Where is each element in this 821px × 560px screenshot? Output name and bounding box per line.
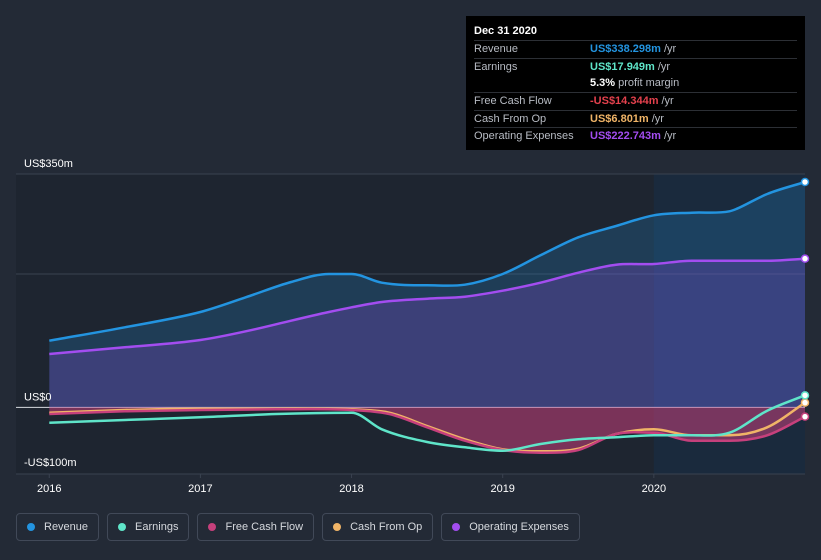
free-cash-flow-end-dot: [800, 412, 810, 421]
revenue-line: [49, 180, 806, 342]
x-tick-label: 2016: [37, 483, 61, 495]
tooltip-row-unit: profit margin: [618, 77, 680, 90]
legend-label: Cash From Op: [350, 521, 423, 533]
legend-label: Operating Expenses: [469, 521, 569, 533]
line-layer: [49, 180, 806, 454]
y-tick-label: -US$100m: [24, 457, 77, 469]
operating-expenses-area: [49, 258, 806, 408]
chart-legend: Revenue Earnings Free Cash Flow Cash From O…: [16, 513, 588, 543]
legend-item-revenue[interactable]: Revenue: [16, 513, 100, 541]
tooltip-row-value: US$6.801m: [590, 112, 649, 125]
y-axis-labels: US$350m US$0 -US$100m: [24, 158, 77, 469]
legend-label: Earnings: [135, 521, 179, 533]
legend-item-operating-expenses[interactable]: Operating Expenses: [441, 513, 580, 541]
tooltip-row-label: Free Cash Flow: [474, 95, 552, 108]
tooltip-row-value: US$17.949m: [590, 60, 655, 73]
x-tick-label: 2017: [188, 483, 212, 495]
legend-item-cash-from-op[interactable]: Cash From Op: [322, 513, 434, 541]
x-axis-labels: 2016 2017 2018 2019 2020: [37, 474, 666, 495]
tooltip-row-value: US$222.743m: [590, 130, 661, 143]
legend-dot-icon: [452, 523, 461, 531]
end-dot-layer: [800, 177, 810, 421]
tooltip-date: Dec 31 2020: [474, 25, 537, 37]
tooltip-row-label: Cash From Op: [474, 112, 547, 125]
revenue-area: [49, 182, 806, 408]
tooltip-row-label: [474, 75, 590, 92]
legend-dot-icon: [118, 523, 127, 531]
legend-item-free-cash-flow[interactable]: Free Cash Flow: [197, 513, 315, 541]
y-tick-label: US$350m: [24, 158, 73, 170]
x-tick-label: 2018: [339, 483, 363, 495]
y-tick-label: US$0: [24, 391, 52, 403]
tooltip-row-value: 5.3%: [590, 77, 616, 90]
tooltip-row: 5.3% profit margin: [474, 75, 797, 92]
legend-dot-icon: [27, 523, 35, 531]
legend-dot-icon: [208, 523, 217, 531]
earnings-end-dot: [800, 391, 810, 400]
tooltip-row-unit: /yr: [663, 130, 677, 143]
x-tick-label: 2019: [490, 483, 514, 495]
free-cash-flow-area: [49, 407, 806, 453]
operating-expenses-end-dot: [800, 254, 810, 263]
x-tick-label: 2020: [642, 483, 666, 495]
tooltip-row-value: -US$14.344m: [590, 95, 659, 108]
tooltip-row: Cash From Op US$6.801m/yr: [474, 109, 797, 128]
tooltip-row-unit: /yr: [657, 60, 671, 73]
tooltip-row-label: Operating Expenses: [474, 130, 574, 143]
revenue-end-dot: [800, 177, 810, 187]
cash-from-op-end-dot: [800, 398, 810, 407]
tooltip-row: Revenue US$338.298m/yr: [474, 40, 797, 58]
tooltip-row: Free Cash Flow -US$14.344m/yr: [474, 92, 797, 110]
tooltip-row-unit: /yr: [663, 43, 677, 55]
earnings-line: [49, 394, 806, 452]
operating-expenses-line: [49, 257, 806, 356]
tooltip-row-unit: /yr: [651, 112, 664, 125]
legend-label: Free Cash Flow: [225, 521, 304, 533]
tooltip-row-label: Earnings: [474, 60, 518, 73]
data-tooltip: Dec 31 2020 Revenue US$338.298m/yr Earning…: [466, 16, 805, 150]
free-cash-flow-line: [49, 407, 806, 454]
tooltip-row-value: US$338.298m: [590, 43, 661, 55]
legend-item-earnings[interactable]: Earnings: [107, 513, 190, 541]
tooltip-row-label: Revenue: [474, 43, 519, 55]
tooltip-row: Operating Expenses US$222.743m/yr: [474, 127, 797, 145]
legend-label: Revenue: [44, 521, 89, 533]
area-layer: [49, 182, 806, 453]
tooltip-row: Earnings US$17.949m/yr: [474, 57, 797, 76]
chart-canvas: US$350m US$0 -US$100m 2016 2017 2018 2019 2020: [16, 158, 810, 495]
tooltip-row-unit: /yr: [661, 95, 674, 108]
legend-dot-icon: [333, 523, 342, 531]
